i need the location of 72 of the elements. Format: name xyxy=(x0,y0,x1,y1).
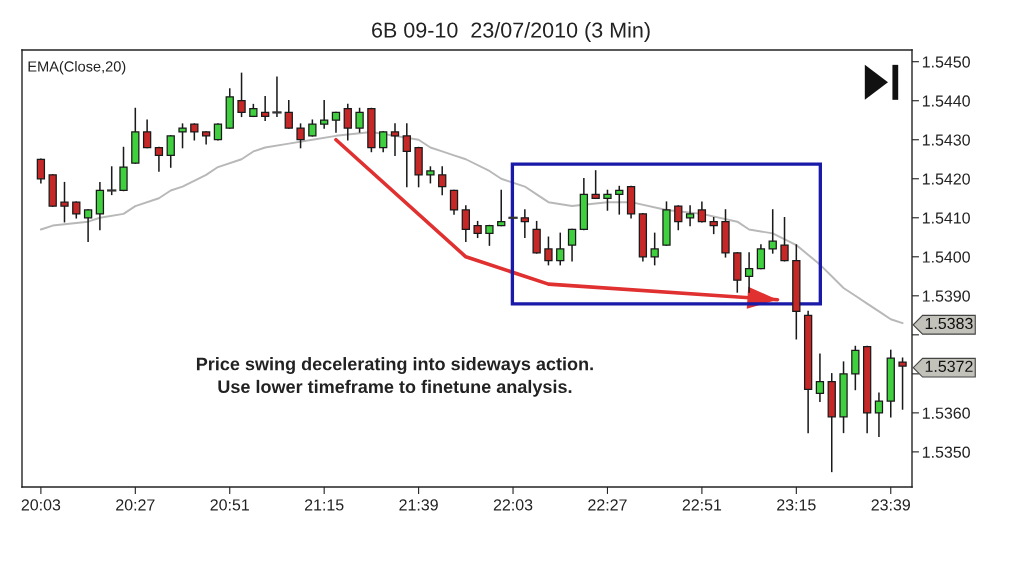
y-tick-label: 1.5400 xyxy=(922,251,970,263)
candlestick xyxy=(331,111,341,133)
y-tick-label: 1.5440 xyxy=(922,95,970,107)
candlestick xyxy=(119,146,128,192)
candlestick xyxy=(851,345,860,391)
candlestick xyxy=(320,99,329,129)
candlestick xyxy=(166,135,175,168)
candlestick xyxy=(284,99,293,129)
candlestick xyxy=(449,189,459,215)
y2-tick-label: 1.5372 xyxy=(925,360,973,372)
y2-tick-label: 1.5383 xyxy=(925,317,973,330)
candlestick xyxy=(461,205,470,242)
candlestick xyxy=(567,228,577,262)
x-tick-label: 21:15 xyxy=(305,499,344,511)
candlestick xyxy=(780,217,789,262)
candlestick xyxy=(402,123,411,188)
candlestick xyxy=(390,123,400,157)
candlestick xyxy=(154,146,164,172)
x-tick-label: 23:15 xyxy=(777,499,816,511)
annotation: Price swing decelerating into sideways action. Use lower timeframe to finetune analysis. xyxy=(196,357,593,397)
candlestick xyxy=(497,189,506,227)
x-tick-label: 20:03 xyxy=(21,499,61,511)
candlestick xyxy=(60,181,69,223)
candlestick xyxy=(107,166,117,196)
line-series xyxy=(39,130,904,325)
candlestick xyxy=(485,224,494,246)
x-tick-label: 23:39 xyxy=(871,499,910,511)
candlestick xyxy=(874,392,884,438)
y-tick-label: 1.5430 xyxy=(922,134,970,146)
x-tick-label: 22:27 xyxy=(588,499,627,511)
candlestick xyxy=(520,209,530,239)
y-tick-label: 1.5450 xyxy=(922,56,970,68)
candlestick xyxy=(178,123,187,149)
x-tick-label: 22:03 xyxy=(493,499,533,511)
chart-title: 6B 09-10 23/07/2010 (3 Min) xyxy=(372,21,650,42)
candlestick xyxy=(95,181,105,231)
candlestick xyxy=(697,201,707,223)
annotation: EMA(Close,20) xyxy=(28,60,126,75)
candlestick xyxy=(898,357,907,410)
x-tick-label: 22:51 xyxy=(682,499,722,511)
candlestick xyxy=(685,205,695,227)
x-tick-label: 20:51 xyxy=(210,499,249,511)
x-tick-label: 21:39 xyxy=(399,499,438,511)
y-tick-label: 1.5390 xyxy=(922,290,970,302)
candlestick xyxy=(237,72,246,118)
candlestick xyxy=(544,236,553,266)
candlestick xyxy=(815,353,825,402)
candlestick xyxy=(556,232,565,266)
candlestick xyxy=(674,205,683,231)
candlestick xyxy=(650,232,659,266)
candlestick xyxy=(615,185,624,215)
y-tick-label: 1.5410 xyxy=(922,212,970,224)
y-tick-label: 1.5420 xyxy=(922,173,970,185)
candlestick xyxy=(591,170,600,200)
candlestick xyxy=(603,189,612,211)
candlestick xyxy=(438,166,447,196)
candlestick xyxy=(36,158,46,184)
candlestick xyxy=(744,252,754,293)
candlestick xyxy=(756,244,766,270)
candlestick xyxy=(379,131,388,153)
candlestick xyxy=(343,103,352,141)
candlestick xyxy=(355,107,364,133)
candlestick xyxy=(142,119,152,149)
candlestick xyxy=(260,96,270,121)
candlestick xyxy=(272,76,282,118)
x-tick-label: 20:27 xyxy=(116,499,155,511)
y-tick-label: 1.5350 xyxy=(922,446,970,458)
y-tick-label: 1.5360 xyxy=(922,407,970,419)
candlestick xyxy=(768,209,777,254)
candlestick xyxy=(83,209,93,242)
candlestick xyxy=(532,220,541,254)
candlestick xyxy=(296,123,305,149)
